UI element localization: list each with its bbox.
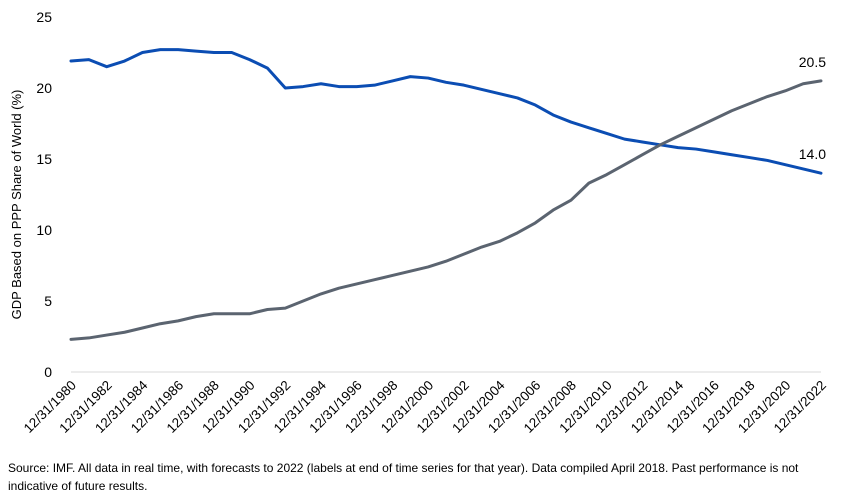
series-layer — [69, 48, 823, 341]
y-tick-label: 10 — [36, 222, 52, 238]
series-line-1 — [69, 79, 823, 341]
y-axis-label: GDP Based on PPP Share of World (%) — [9, 90, 24, 320]
series-end-label-1: 20.5 — [799, 54, 826, 70]
series-end-label-0: 14.0 — [799, 146, 826, 162]
end-labels: 14.0 20.5 — [799, 54, 826, 162]
series-line-0 — [69, 48, 823, 175]
y-tick-label: 20 — [36, 80, 52, 96]
source-note: Source: IMF. All data in real time, with… — [8, 461, 799, 493]
x-axis: 12/31/198012/31/198212/31/198412/31/1986… — [21, 371, 829, 436]
y-tick-label: 15 — [36, 151, 52, 167]
y-tick-label: 5 — [44, 293, 52, 309]
line-chart: 0 5 10 15 20 25 12/31/198012/31/198212/31/198… — [9, 9, 829, 436]
y-tick-label: 25 — [36, 9, 52, 25]
y-tick-label: 0 — [44, 364, 52, 380]
y-axis: 0 5 10 15 20 25 — [36, 9, 52, 380]
